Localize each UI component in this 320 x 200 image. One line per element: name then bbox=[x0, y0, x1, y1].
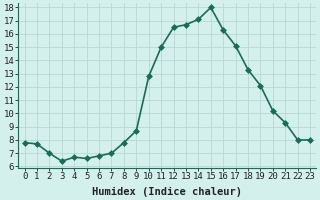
X-axis label: Humidex (Indice chaleur): Humidex (Indice chaleur) bbox=[92, 186, 242, 197]
